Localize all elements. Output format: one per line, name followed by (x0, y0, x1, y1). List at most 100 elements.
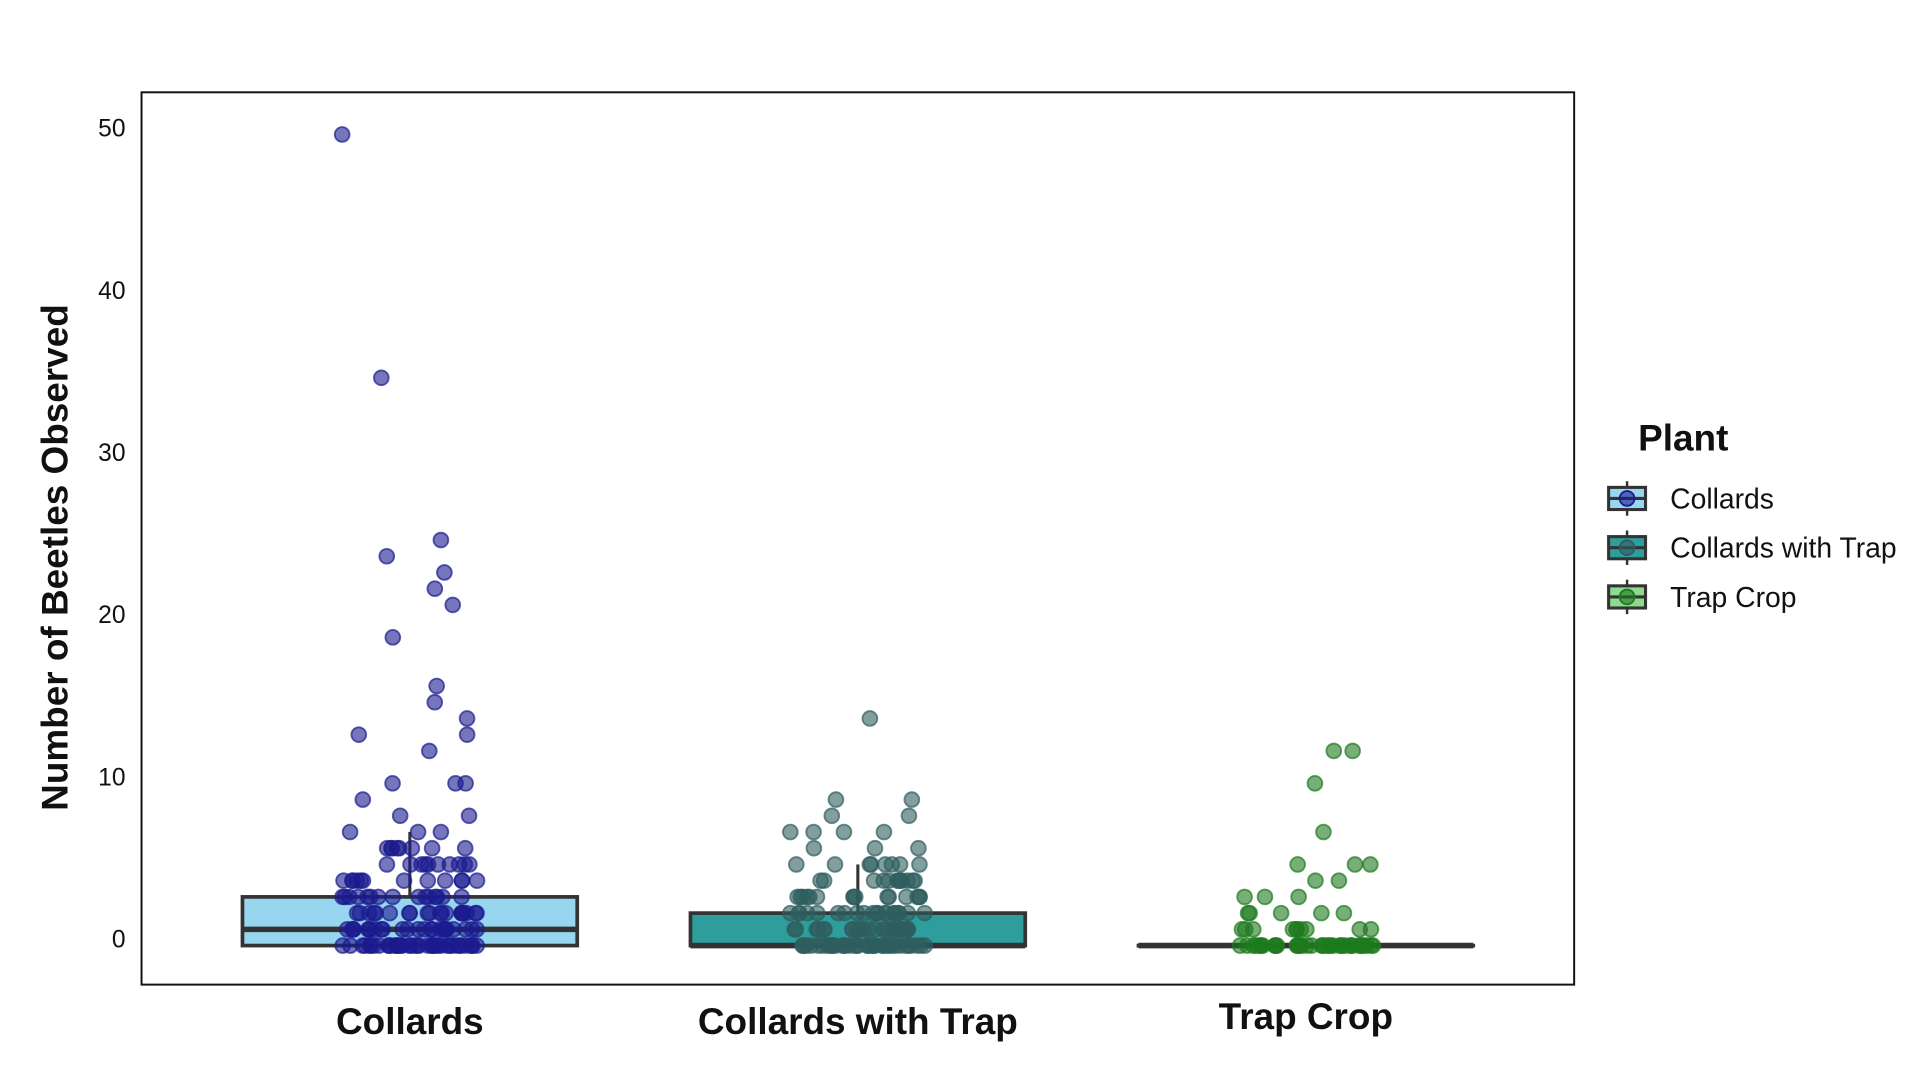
data-point (845, 888, 862, 906)
data-point (1272, 904, 1290, 922)
data-point (378, 839, 396, 857)
data-point (1315, 823, 1332, 841)
data-point (461, 856, 478, 873)
data-point (419, 872, 437, 889)
data-point (900, 807, 918, 825)
data-point (452, 937, 469, 954)
data-point (444, 596, 462, 614)
data-point (409, 823, 427, 841)
data-point (851, 921, 869, 938)
data-point (1362, 921, 1380, 938)
y-tick-label: 0 (112, 927, 126, 954)
legend-label: Collards with Trap (1670, 532, 1896, 564)
data-point (1346, 856, 1364, 873)
data-point (360, 904, 378, 922)
y-axis-label: Number of Beetles Observed (35, 304, 76, 811)
y-tick-label: 10 (98, 764, 125, 791)
legend-label: Trap Crop (1670, 581, 1796, 613)
legend-title: Plant (1638, 417, 1728, 458)
data-point (835, 823, 853, 841)
data-point (1284, 921, 1302, 938)
data-point (468, 921, 486, 938)
data-point (458, 726, 476, 743)
data-point (387, 937, 404, 954)
data-point (413, 856, 430, 873)
data-point (426, 580, 444, 597)
data-point (428, 888, 446, 906)
data-point (899, 872, 916, 889)
data-point (432, 531, 450, 549)
data-point (1238, 937, 1256, 954)
data-point (899, 921, 916, 938)
data-point (805, 839, 823, 857)
x-category-label: Collards (336, 1001, 484, 1042)
data-point (782, 904, 799, 922)
data-point (1313, 904, 1330, 922)
data-point (1330, 872, 1348, 889)
data-point (782, 823, 799, 841)
data-point (1256, 888, 1274, 906)
data-point (423, 839, 441, 857)
data-point (868, 904, 886, 922)
y-tick-label: 20 (98, 602, 125, 629)
y-tick-label: 30 (98, 440, 125, 467)
data-point (787, 921, 805, 938)
data-point (805, 823, 822, 841)
legend-key-point (1618, 490, 1636, 507)
data-point (880, 872, 897, 889)
data-point (1244, 921, 1262, 938)
legend: Plant Collards Collards with Trap Trap Cro… (1607, 417, 1897, 615)
data-point (880, 888, 898, 906)
data-point (876, 856, 894, 873)
data-point (910, 839, 927, 857)
data-point (436, 872, 454, 889)
data-point (1350, 937, 1367, 954)
x-category-label: Trap Crop (1219, 996, 1393, 1037)
data-point (889, 904, 907, 922)
data-point (458, 904, 475, 922)
data-point (836, 904, 853, 922)
data-point (394, 921, 411, 938)
data-point (861, 710, 879, 727)
data-point (827, 791, 845, 808)
data-point (410, 888, 427, 906)
y-axis-ticks: 0 10 20 30 40 50 (98, 116, 125, 954)
x-category-label: Collards with Trap (698, 1001, 1018, 1042)
data-point (911, 888, 928, 906)
data-point (340, 888, 358, 906)
data-point (815, 872, 833, 889)
data-point (875, 823, 893, 841)
data-point (453, 872, 471, 889)
y-tick-label: 40 (98, 278, 125, 305)
data-point (794, 888, 812, 906)
data-point (341, 823, 359, 841)
data-point (809, 921, 827, 938)
data-point (403, 839, 421, 857)
data-point (1236, 888, 1253, 906)
plot-panel-border (140, 91, 1576, 986)
data-point (354, 791, 372, 808)
data-point (395, 872, 413, 889)
data-point (798, 904, 816, 922)
data-point (911, 856, 928, 873)
data-point (795, 937, 813, 954)
data-point (874, 937, 891, 954)
data-point (426, 693, 444, 711)
data-point (350, 726, 368, 743)
data-point (373, 369, 390, 387)
data-point (334, 937, 352, 954)
data-point (903, 791, 921, 808)
data-point (1306, 775, 1324, 792)
data-point (345, 921, 362, 938)
data-point (1289, 856, 1306, 873)
data-point (361, 937, 379, 954)
data-point (436, 564, 453, 581)
data-point (366, 921, 384, 938)
data-point (406, 937, 424, 954)
data-point (823, 807, 841, 825)
legend-label: Collards (1670, 482, 1774, 514)
data-point (421, 742, 438, 760)
data-point (823, 937, 840, 954)
data-point (391, 807, 409, 825)
